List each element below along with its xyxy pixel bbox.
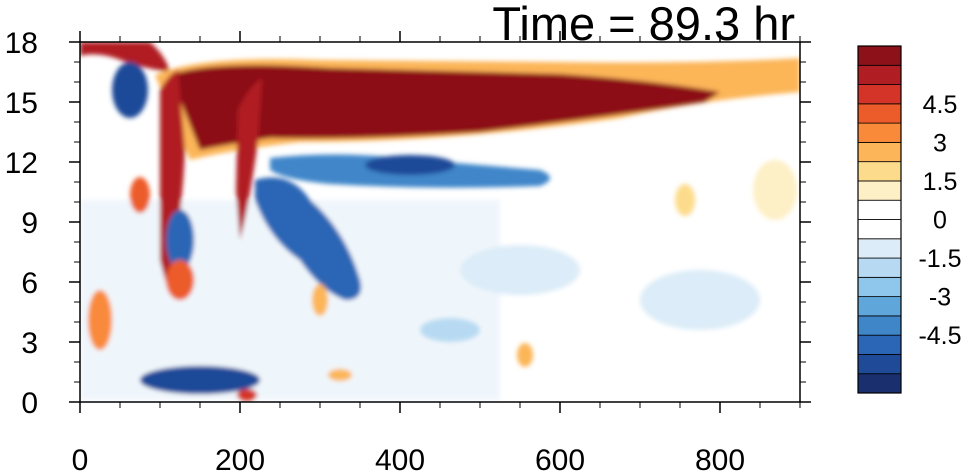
feature-faint-cool-right	[640, 270, 760, 330]
colorbar-label: -1.5	[918, 245, 961, 273]
y-tick-label: 9	[21, 207, 38, 240]
y-tick-label: 6	[21, 267, 38, 300]
colorbar-swatch	[857, 219, 902, 240]
feature-faint-warm-right2	[675, 184, 695, 216]
x-tick-label: 400	[375, 444, 425, 473]
colorbar-swatch	[857, 103, 902, 124]
x-tick-label: 0	[72, 444, 89, 473]
colorbar-swatch	[857, 84, 902, 105]
x-tick-label: 600	[535, 444, 585, 473]
colorbar-label: 1.5	[923, 168, 958, 196]
y-tick-label: 12	[5, 147, 38, 180]
colorbar-label: 4.5	[923, 91, 958, 119]
colorbar-swatch	[857, 315, 902, 336]
colorbar-swatch	[857, 238, 902, 259]
colorbar: -4.5 -3 -1.5 0 1.5 3 4.5	[857, 45, 962, 394]
feature-warm-spot-c	[130, 177, 150, 213]
colorbar-swatch	[857, 276, 902, 298]
feature-cool-blob-mid	[166, 210, 194, 270]
colorbar-label: 0	[933, 207, 947, 235]
y-axis: 0 3 6 9 12 15 18	[5, 27, 811, 420]
feature-faint-cool-mid	[460, 245, 580, 295]
x-axis: 0 200 400 600 800	[72, 31, 801, 473]
colorbar-swatch	[857, 122, 902, 143]
colorbar-swatch	[857, 373, 902, 394]
feature-warm-spot-f	[328, 369, 352, 381]
colorbar-swatch	[857, 257, 902, 278]
heatmap-field	[80, 42, 800, 401]
feature-warm-spot-g	[517, 343, 533, 367]
colorbar-swatch	[857, 199, 902, 220]
feature-cool-blob-bottom	[140, 366, 260, 394]
feature-faint-warm-right	[753, 160, 797, 220]
colorbar-swatch	[857, 334, 902, 355]
colorbar-swatch	[857, 296, 902, 317]
feature-cool-blob-left	[112, 62, 148, 118]
feature-faint-cool-low	[420, 318, 480, 342]
feature-warm-spot-a	[88, 290, 112, 350]
feature-vertical-warm-streak-2	[236, 78, 262, 240]
y-tick-label: 18	[5, 27, 38, 60]
colorbar-swatch	[857, 64, 902, 85]
y-tick-label: 3	[21, 327, 38, 360]
x-tick-label: 200	[215, 444, 265, 473]
feature-warm-spot-e	[237, 389, 257, 401]
x-tick-label: 800	[695, 444, 745, 473]
colorbar-swatch	[857, 45, 902, 66]
feature-upper-warm-band	[170, 65, 720, 150]
feature-upper-left-warm	[80, 42, 170, 72]
feature-cool-blobs-lower	[255, 177, 361, 300]
colorbar-label: 3	[933, 129, 947, 157]
feature-warm-spot-d	[312, 284, 328, 316]
y-tick-label: 15	[5, 87, 38, 120]
feature-warm-spot-b	[166, 260, 194, 300]
plot-area	[80, 42, 800, 402]
feature-cool-core	[365, 155, 455, 175]
colorbar-label: -4.5	[918, 322, 961, 350]
colorbar-label: -3	[929, 284, 951, 312]
y-tick-label: 0	[21, 387, 38, 420]
colorbar-swatch	[857, 141, 902, 163]
colorbar-frame	[857, 45, 902, 394]
colorbar-swatch	[857, 161, 902, 182]
colorbar-swatch	[857, 180, 902, 201]
colorbar-swatch	[857, 354, 902, 375]
